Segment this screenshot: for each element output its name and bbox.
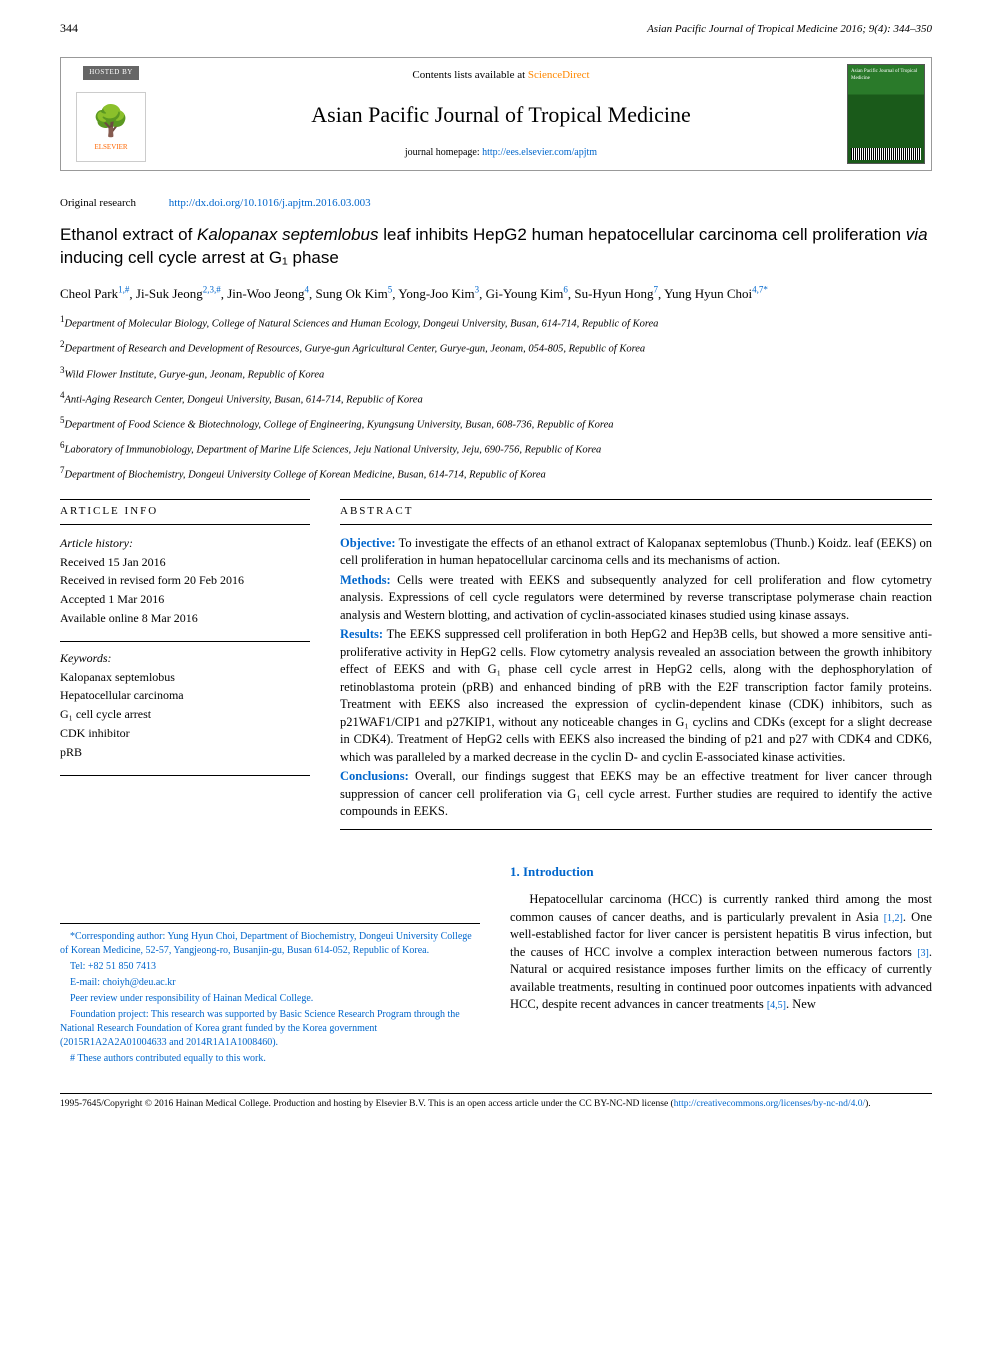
divider xyxy=(60,641,310,642)
author: Jin-Woo Jeong4 xyxy=(227,286,309,301)
peer-review-note: Peer review under responsibility of Hain… xyxy=(60,992,480,1006)
author: Su-Hyun Hong7 xyxy=(574,286,658,301)
journal-title: Asian Pacific Journal of Tropical Medici… xyxy=(171,100,831,131)
footnotes: *Corresponding author: Yung Hyun Choi, D… xyxy=(60,923,480,1068)
history-label: Article history: xyxy=(60,535,310,552)
affiliation: 5Department of Food Science & Biotechnol… xyxy=(60,414,932,433)
introduction-column: 1. Introduction Hepatocellular carcinoma… xyxy=(510,863,932,1068)
keyword: Kalopanax septemlobus xyxy=(60,669,310,686)
keyword: G₁ cell cycle arrest xyxy=(60,706,310,723)
results-label: Results: xyxy=(340,627,383,641)
elsevier-logo: 🌳 ELSEVIER xyxy=(76,92,146,162)
hosted-by-badge: HOSTED BY xyxy=(83,66,139,80)
email-line: E-mail: choiyh@deu.ac.kr xyxy=(60,976,480,990)
introduction-heading: 1. Introduction xyxy=(510,863,932,881)
sciencedirect-link[interactable]: ScienceDirect xyxy=(528,69,590,81)
objective-text: To investigate the effects of an ethanol… xyxy=(340,536,932,568)
divider xyxy=(340,829,932,830)
author: Ji-Suk Jeong2,3,# xyxy=(136,286,221,301)
affiliation: 2Department of Research and Development … xyxy=(60,338,932,357)
journal-banner: HOSTED BY 🌳 ELSEVIER Contents lists avai… xyxy=(60,57,932,171)
methods-label: Methods: xyxy=(340,573,391,587)
abstract-body: Objective: To investigate the effects of… xyxy=(340,535,932,821)
article-kind: Original research xyxy=(60,197,136,209)
article-info-heading: ARTICLE INFO xyxy=(60,499,310,524)
banner-right: Asian Pacific Journal of Tropical Medici… xyxy=(841,58,931,170)
history-item: Received in revised form 20 Feb 2016 xyxy=(60,572,310,589)
article-history: Article history: Received 15 Jan 2016Rec… xyxy=(60,535,310,627)
page-number: 344 xyxy=(60,20,78,37)
homepage-line: journal homepage: http://ees.elsevier.co… xyxy=(171,146,831,160)
funding-note: Foundation project: This research was su… xyxy=(60,1008,480,1050)
keyword: Hepatocellular carcinoma xyxy=(60,687,310,704)
author: Cheol Park1,# xyxy=(60,286,129,301)
authors-list: Cheol Park1,#, Ji-Suk Jeong2,3,#, Jin-Wo… xyxy=(60,284,932,304)
banner-left: HOSTED BY 🌳 ELSEVIER xyxy=(61,58,161,170)
objective-label: Objective: xyxy=(340,536,396,550)
telephone: Tel: +82 51 850 7413 xyxy=(60,960,480,974)
abstract-column: ABSTRACT Objective: To investigate the e… xyxy=(340,499,932,837)
history-item: Received 15 Jan 2016 xyxy=(60,554,310,571)
journal-reference: Asian Pacific Journal of Tropical Medici… xyxy=(647,22,932,37)
barcode-icon xyxy=(851,148,921,160)
affiliation: 4Anti-Aging Research Center, Dongeui Uni… xyxy=(60,389,932,408)
author: Yong-Joo Kim3 xyxy=(398,286,479,301)
doi-link[interactable]: http://dx.doi.org/10.1016/j.apjtm.2016.0… xyxy=(169,197,371,209)
keyword: pRB xyxy=(60,744,310,761)
affiliation: 7Department of Biochemistry, Dongeui Uni… xyxy=(60,464,932,483)
article-info-column: ARTICLE INFO Article history: Received 1… xyxy=(60,499,310,837)
keywords-block: Keywords: Kalopanax septemlobusHepatocel… xyxy=(60,650,310,761)
affiliations-list: 1Department of Molecular Biology, Colleg… xyxy=(60,313,932,483)
license-link[interactable]: http://creativecommons.org/licenses/by-n… xyxy=(674,1099,865,1109)
equal-contribution-note: # These authors contributed equally to t… xyxy=(60,1052,480,1066)
publisher-name: ELSEVIER xyxy=(94,143,127,153)
cover-thumbnail: Asian Pacific Journal of Tropical Medici… xyxy=(847,64,925,164)
history-item: Accepted 1 Mar 2016 xyxy=(60,591,310,608)
citation-link[interactable]: [4,5] xyxy=(767,1000,786,1011)
affiliation: 6Laboratory of Immunobiology, Department… xyxy=(60,439,932,458)
author: Gi-Young Kim6 xyxy=(486,286,568,301)
divider xyxy=(60,775,310,776)
conclusions-text: Overall, our findings suggest that EEKS … xyxy=(340,769,932,818)
author: Sung Ok Kim5 xyxy=(316,286,393,301)
introduction-body: Hepatocellular carcinoma (HCC) is curren… xyxy=(510,891,932,1014)
author: Yung Hyun Choi4,7* xyxy=(664,286,768,301)
article-title: Ethanol extract of Kalopanax septemlobus… xyxy=(60,224,932,270)
affiliation: 3Wild Flower Institute, Gurye-gun, Jeona… xyxy=(60,364,932,383)
results-text: The EEKS suppressed cell proliferation i… xyxy=(340,627,932,764)
keyword: CDK inhibitor xyxy=(60,725,310,742)
affiliation: 1Department of Molecular Biology, Colleg… xyxy=(60,313,932,332)
homepage-link[interactable]: http://ees.elsevier.com/apjtm xyxy=(482,147,597,158)
doi-line: Original research http://dx.doi.org/10.1… xyxy=(60,196,932,211)
methods-text: Cells were treated with EEKS and subsequ… xyxy=(340,573,932,622)
running-header: 344 Asian Pacific Journal of Tropical Me… xyxy=(60,20,932,37)
keywords-label: Keywords: xyxy=(60,650,310,667)
banner-center: Contents lists available at ScienceDirec… xyxy=(161,58,841,170)
contents-available: Contents lists available at ScienceDirec… xyxy=(171,68,831,83)
abstract-heading: ABSTRACT xyxy=(340,499,932,524)
copyright-line: 1995-7645/Copyright © 2016 Hainan Medica… xyxy=(60,1093,932,1111)
corresponding-author: *Corresponding author: Yung Hyun Choi, D… xyxy=(60,930,480,958)
email-link[interactable]: choiyh@deu.ac.kr xyxy=(103,977,176,988)
tree-icon: 🌳 xyxy=(92,101,129,143)
conclusions-label: Conclusions: xyxy=(340,769,409,783)
citation-link[interactable]: [3] xyxy=(917,948,929,959)
history-item: Available online 8 Mar 2016 xyxy=(60,610,310,627)
citation-link[interactable]: [1,2] xyxy=(884,913,903,924)
